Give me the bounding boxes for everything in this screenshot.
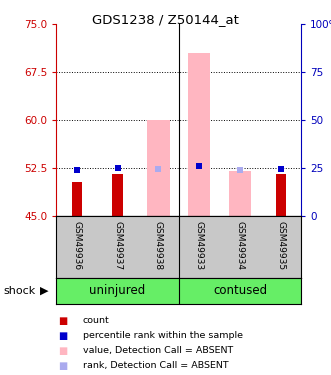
Text: ■: ■ xyxy=(58,331,68,340)
Text: rank, Detection Call = ABSENT: rank, Detection Call = ABSENT xyxy=(83,361,228,370)
Text: ■: ■ xyxy=(58,361,68,370)
Text: GSM49934: GSM49934 xyxy=(235,220,245,270)
Text: ■: ■ xyxy=(58,316,68,326)
Text: GSM49935: GSM49935 xyxy=(276,220,285,270)
Text: GSM49938: GSM49938 xyxy=(154,220,163,270)
Bar xyxy=(188,53,211,216)
Text: count: count xyxy=(83,316,110,325)
Text: percentile rank within the sample: percentile rank within the sample xyxy=(83,331,243,340)
Text: value, Detection Call = ABSENT: value, Detection Call = ABSENT xyxy=(83,346,233,355)
Text: GSM49937: GSM49937 xyxy=(113,220,122,270)
Text: ▶: ▶ xyxy=(40,286,49,296)
Bar xyxy=(71,182,82,216)
Bar xyxy=(229,171,251,216)
Bar xyxy=(276,174,286,216)
Bar xyxy=(147,120,169,216)
Text: GSM49933: GSM49933 xyxy=(195,220,204,270)
Text: contused: contused xyxy=(213,284,267,297)
Text: ■: ■ xyxy=(58,346,68,355)
Text: GSM49936: GSM49936 xyxy=(72,220,81,270)
Text: uninjured: uninjured xyxy=(89,284,146,297)
Bar xyxy=(113,174,122,216)
Text: GDS1238 / Z50144_at: GDS1238 / Z50144_at xyxy=(92,13,239,26)
Text: shock: shock xyxy=(3,286,35,296)
